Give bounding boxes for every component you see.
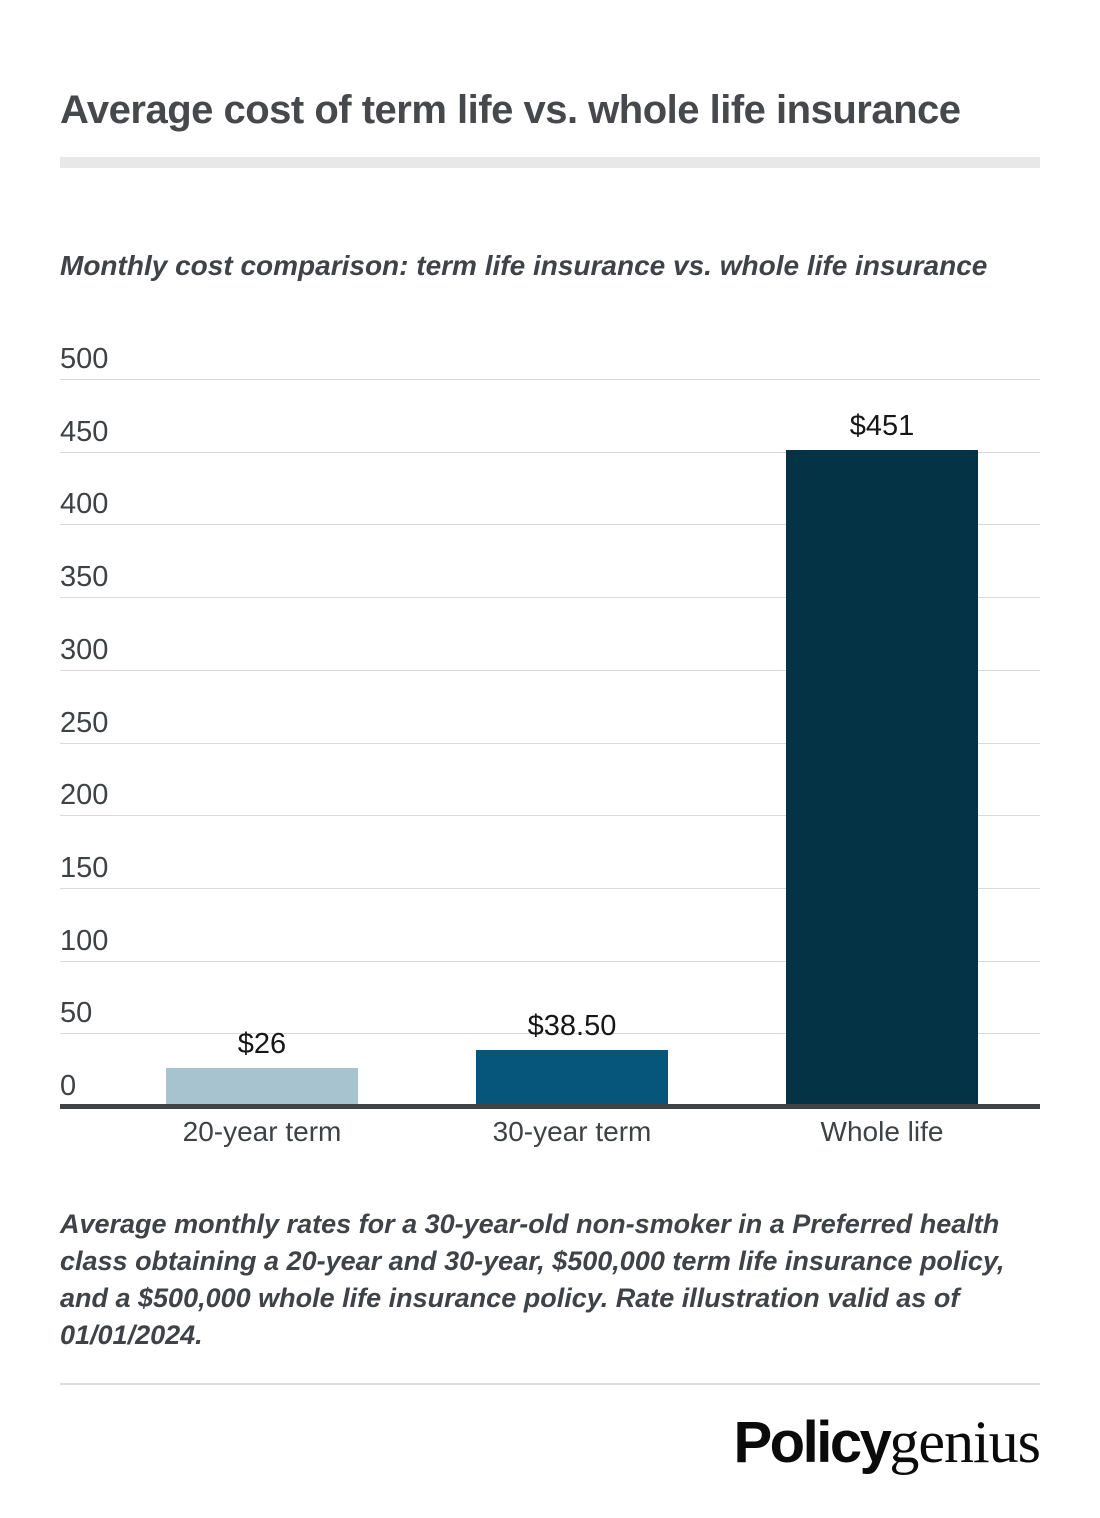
y-tick-label-0: 0 — [60, 1070, 77, 1102]
gridline-250 — [60, 742, 1040, 744]
bar-whole-life — [786, 450, 978, 1106]
category-label-30-year-term: 30-year term — [492, 1116, 652, 1147]
bar-value-label-1: $38.50 — [527, 1010, 617, 1043]
gridline-500 — [60, 379, 1040, 380]
gridline-450 — [60, 451, 1040, 453]
chart-footnote: Average monthly rates for a 30-year-old … — [60, 1209, 1005, 1350]
gridline-300 — [60, 669, 1040, 671]
y-tick-label-350: 350 — [60, 561, 109, 594]
y-tick-label-50: 50 — [60, 997, 93, 1030]
y-tick-label-250: 250 — [60, 706, 109, 739]
y-tick-label-500: 500 — [60, 343, 109, 375]
y-tick-label-300: 300 — [60, 633, 109, 666]
gridline-150 — [60, 887, 1040, 889]
gridline-350 — [60, 597, 1040, 599]
category-label-whole-life: Whole life — [820, 1116, 944, 1147]
chart-plot-area: 500 450 400 350 300 250 200 150 100 50 0 $26 $38.50 $… — [60, 344, 1040, 1106]
footer-divider — [60, 1383, 1040, 1385]
bar-20-year-term — [166, 1068, 358, 1106]
y-tick-label-100: 100 — [60, 924, 109, 957]
y-tick-label-400: 400 — [60, 488, 109, 521]
y-tick-label-150: 150 — [60, 851, 109, 884]
y-tick-label-450: 450 — [60, 415, 109, 448]
bar-slot-1: $38.50 — [417, 379, 727, 1106]
bar-30-year-term — [476, 1050, 668, 1106]
bar-value-label-2: $451 — [849, 410, 915, 443]
bar-value-label-0: $26 — [237, 1028, 287, 1061]
chart-subtitle: Monthly cost comparison: term life insur… — [60, 250, 988, 281]
gridline-100 — [60, 960, 1040, 962]
y-tick-label-200: 200 — [60, 779, 109, 812]
policygenius-logo: Policygenius — [733, 1408, 1041, 1477]
x-axis-baseline — [60, 1104, 1040, 1109]
logo-text-genius: genius — [889, 1409, 1041, 1475]
bar-slot-2: $451 — [727, 379, 1037, 1106]
gridline-400 — [60, 524, 1040, 526]
title-underline-bar — [60, 157, 1040, 168]
category-label-20-year-term: 20-year term — [182, 1116, 342, 1147]
x-axis-category-labels: 20-year term 30-year term Whole life — [107, 1116, 1037, 1148]
bar-slot-0: $26 — [107, 379, 417, 1106]
bars-row: $26 $38.50 $451 — [107, 379, 1037, 1106]
page-title: Average cost of term life vs. whole life… — [60, 88, 961, 132]
logo-text-policy: Policy — [733, 1410, 891, 1475]
gridline-50 — [60, 1033, 1040, 1035]
gridline-200 — [60, 815, 1040, 817]
